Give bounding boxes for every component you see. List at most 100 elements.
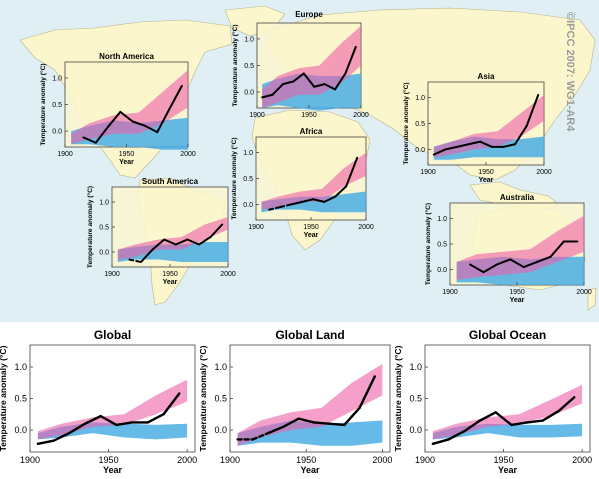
observation-segment bbox=[479, 140, 493, 148]
x-tick-label: 1900 bbox=[57, 151, 73, 158]
global-land-chart: 0.0 0.5 1.0 1900 1950 2000 Year Temperature ano… bbox=[198, 328, 392, 475]
observation-segment bbox=[313, 83, 326, 88]
x-tick-label: 1900 bbox=[415, 455, 435, 465]
observation-segment bbox=[557, 396, 576, 413]
observation-segment bbox=[131, 120, 146, 127]
observation-segment bbox=[514, 125, 528, 146]
combined-forcing-band bbox=[456, 215, 584, 280]
y-tick-label: 1.0 bbox=[99, 199, 109, 206]
observation-segment bbox=[327, 422, 346, 427]
y-tick-label: 1.0 bbox=[52, 75, 62, 82]
y-tick-label: 0.0 bbox=[409, 425, 422, 435]
observation-segment bbox=[163, 238, 177, 246]
observation-segment bbox=[146, 413, 165, 424]
x-tick-label: 2000 bbox=[177, 455, 197, 465]
combined-forcing-band bbox=[37, 379, 188, 440]
observation-segment bbox=[312, 198, 326, 203]
observation-segment bbox=[107, 110, 122, 128]
x-tick-label: 1950 bbox=[296, 455, 316, 465]
y-tick-label: 0.0 bbox=[243, 202, 253, 209]
observation-segment bbox=[279, 203, 293, 209]
x-tick-label: 2000 bbox=[536, 169, 552, 176]
y-axis-label: Temperature anomaly (°C) bbox=[198, 345, 208, 451]
x-tick-label: 2000 bbox=[576, 289, 592, 296]
x-axis-label: Year bbox=[103, 465, 123, 475]
combined-forcing-band bbox=[432, 384, 583, 440]
x-axis-label: Year bbox=[119, 159, 134, 166]
observation-segment bbox=[463, 419, 482, 433]
observation-segment bbox=[301, 198, 315, 203]
observation-segment bbox=[358, 375, 376, 410]
observation-segment bbox=[140, 248, 154, 263]
australia-chart: 0.0 0.5 1.0 1900 1950 2000 Year Temperature ano… bbox=[424, 193, 592, 304]
africa-chart: 0.0 0.5 1.0 1900 1950 2000 Year Temperature ano… bbox=[230, 127, 374, 239]
observation-segment bbox=[478, 411, 497, 422]
observation-segment bbox=[292, 72, 305, 83]
observation-segment bbox=[432, 148, 447, 156]
observation-segment bbox=[495, 258, 512, 266]
y-tick-label: 0.5 bbox=[437, 241, 447, 248]
chart-title: Global Ocean bbox=[469, 328, 546, 342]
observation-segment bbox=[128, 258, 142, 263]
y-tick-label: 0.5 bbox=[244, 63, 254, 70]
observation-segment bbox=[268, 206, 282, 211]
observation-segment bbox=[36, 439, 55, 446]
y-tick-label: 0.5 bbox=[52, 102, 62, 109]
y-tick-label: 0.0 bbox=[214, 425, 227, 435]
y-tick-label: 1.0 bbox=[214, 362, 227, 372]
x-axis-label: Year bbox=[510, 297, 525, 304]
global-ocean-chart: 0.0 0.5 1.0 1900 1950 2000 Year Temperature ano… bbox=[393, 328, 592, 475]
observation-segment bbox=[345, 156, 359, 188]
x-tick-label: 1950 bbox=[162, 271, 178, 278]
observation-segment bbox=[334, 185, 348, 198]
x-tick-label: 1950 bbox=[99, 455, 119, 465]
observation-segment bbox=[209, 223, 224, 238]
observation-segment bbox=[168, 84, 183, 110]
x-axis-label: Year bbox=[498, 465, 518, 475]
observation-segment bbox=[290, 200, 304, 206]
y-tick-label: 0.0 bbox=[244, 90, 254, 97]
observation-segment bbox=[99, 414, 118, 427]
x-axis-label: Year bbox=[304, 232, 319, 239]
combined-forcing-band bbox=[262, 25, 361, 109]
observation-segment bbox=[456, 143, 470, 148]
observation-segment bbox=[323, 195, 337, 203]
observation-segment bbox=[83, 414, 102, 425]
x-tick-label: 1950 bbox=[494, 455, 514, 465]
chart-title: Africa bbox=[300, 127, 323, 136]
y-tick-label: 0.5 bbox=[243, 176, 253, 183]
x-tick-label: 1900 bbox=[220, 455, 240, 465]
x-tick-label: 2000 bbox=[180, 151, 196, 158]
observation-segment bbox=[444, 145, 458, 151]
y-axis-label: Temperature anomaly (°C) bbox=[393, 345, 403, 451]
observation-segment bbox=[343, 406, 361, 427]
y-axis-label: Temperature anomaly (°C) bbox=[0, 345, 8, 451]
observation-segment bbox=[143, 124, 159, 134]
y-tick-label: 0.0 bbox=[14, 425, 27, 435]
x-tick-label: 2000 bbox=[353, 112, 369, 119]
y-tick-label: 0.5 bbox=[99, 224, 109, 231]
y-axis-label: Temperature anomaly (°C) bbox=[39, 63, 47, 145]
y-tick-label: 0.0 bbox=[415, 147, 425, 154]
observation-segment bbox=[334, 72, 347, 91]
observation-segment bbox=[271, 83, 284, 96]
y-tick-label: 0.0 bbox=[52, 129, 62, 136]
observation-segment bbox=[162, 392, 181, 416]
y-tick-label: 0.5 bbox=[415, 121, 425, 128]
observation-segment bbox=[251, 431, 270, 441]
observation-segment bbox=[525, 93, 540, 128]
x-tick-label: 1950 bbox=[119, 151, 135, 158]
y-tick-label: 1.0 bbox=[244, 36, 254, 43]
chart-title: Global bbox=[94, 328, 131, 342]
combined-forcing-band bbox=[237, 363, 383, 446]
x-tick-label: 2000 bbox=[372, 455, 392, 465]
y-tick-label: 0.5 bbox=[409, 394, 422, 404]
observation-segment bbox=[156, 107, 171, 134]
observation-segment bbox=[174, 238, 189, 246]
x-tick-label: 1950 bbox=[301, 112, 317, 119]
y-tick-label: 1.0 bbox=[243, 150, 253, 157]
x-axis-label: Year bbox=[479, 177, 494, 184]
observation-segment bbox=[431, 438, 450, 446]
